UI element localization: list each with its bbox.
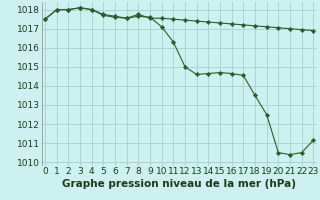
X-axis label: Graphe pression niveau de la mer (hPa): Graphe pression niveau de la mer (hPa) [62,179,296,189]
